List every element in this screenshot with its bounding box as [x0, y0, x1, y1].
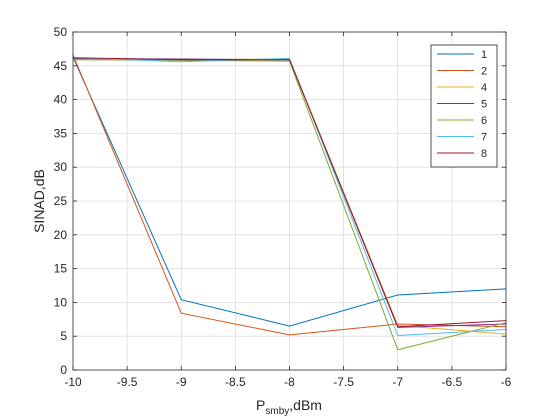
legend-label-1: 1 [481, 49, 487, 61]
y-tick-label: 35 [54, 126, 68, 140]
x-tick-label: -8.5 [225, 375, 246, 389]
y-tick-label: 5 [60, 329, 67, 343]
legend-label-7: 7 [481, 132, 487, 144]
x-tick-label: -9 [176, 375, 187, 389]
y-tick-label: 15 [54, 262, 68, 276]
x-axis-label-main: P [256, 397, 265, 413]
y-axis-label: SINAD,dB [31, 169, 47, 233]
x-tick-label: -7 [392, 375, 403, 389]
x-tick-label: -10 [64, 375, 82, 389]
x-axis-label-unit: ,dBm [289, 397, 322, 413]
x-axis-label: Psmby,dBm [256, 397, 322, 417]
legend-label-4: 4 [481, 82, 487, 94]
y-tick-label: 30 [54, 160, 68, 174]
x-tick-label: -8 [284, 375, 295, 389]
y-tick-label: 40 [54, 93, 68, 107]
y-tick-label: 45 [54, 59, 68, 73]
legend-label-2: 2 [481, 66, 487, 78]
legend-label-6: 6 [481, 115, 487, 127]
legend-box [430, 44, 498, 168]
x-tick-label: -6 [501, 375, 512, 389]
y-tick-label: 0 [60, 363, 67, 377]
legend-label-8: 8 [481, 148, 487, 160]
legend-label-5: 5 [481, 99, 487, 111]
x-tick-label: -6.5 [442, 375, 463, 389]
series-line-8 [72, 57, 507, 328]
y-tick-label: 10 [54, 295, 68, 309]
grid-lines [73, 32, 506, 370]
x-axis-label-subscript: smby [265, 406, 289, 417]
series-line-1 [72, 56, 507, 327]
y-tick-label: 25 [54, 194, 68, 208]
x-axis-ticks: -10 -9.5 -9 -8.5 -8 -7.5 -7 -6.5 -6 [64, 32, 512, 389]
series-lines [72, 54, 507, 351]
legend: 1 2 4 5 6 7 8 [430, 44, 498, 168]
series-line-7 [72, 57, 507, 337]
y-tick-label: 50 [54, 25, 68, 39]
x-tick-label: -7.5 [333, 375, 354, 389]
x-tick-label: -9.5 [117, 375, 138, 389]
y-tick-label: 20 [54, 228, 68, 242]
